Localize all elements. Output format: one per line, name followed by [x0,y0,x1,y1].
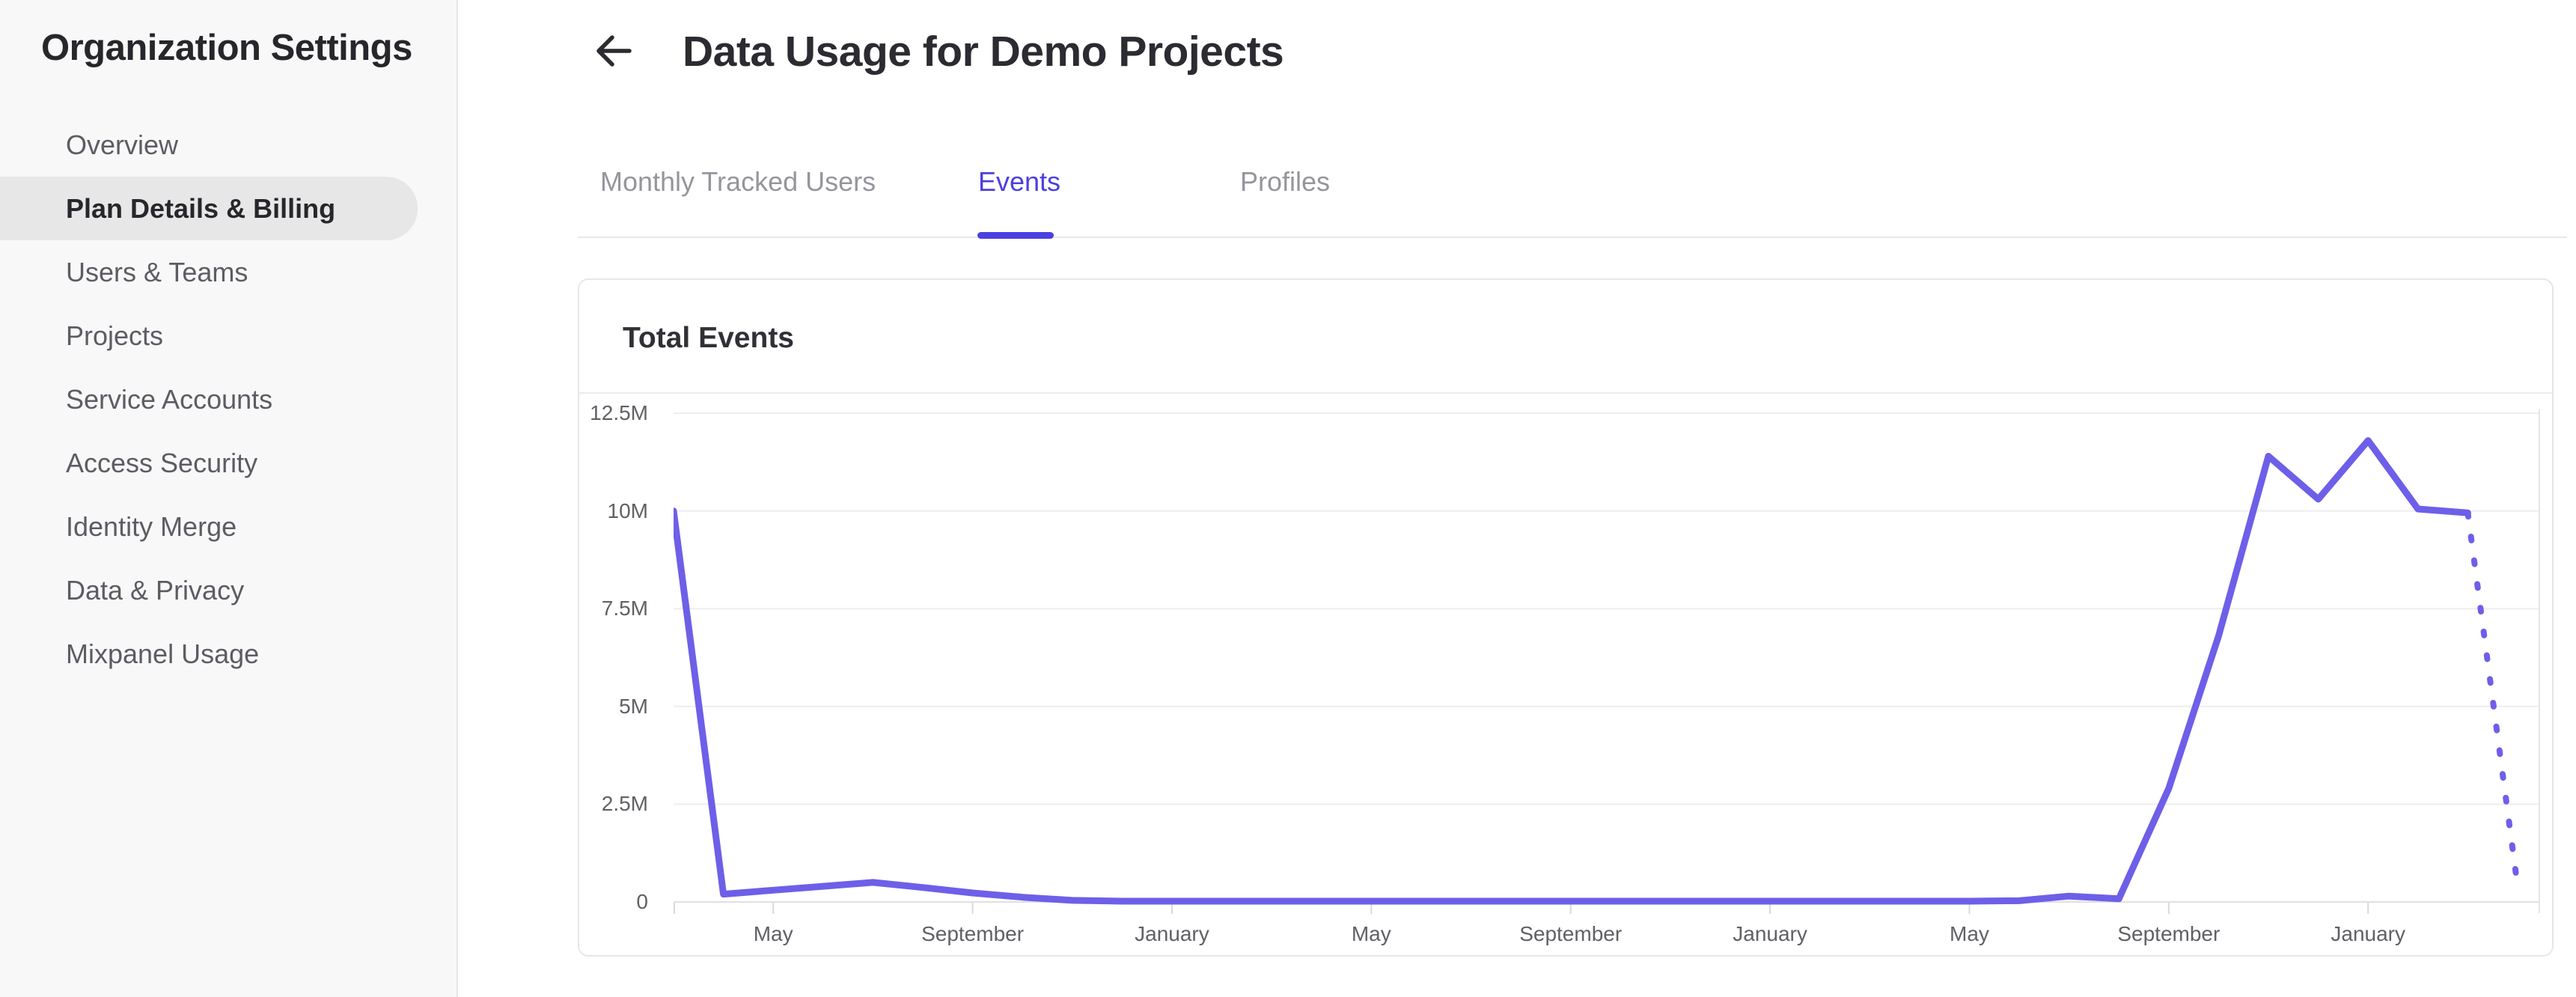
events-line-series [674,437,2471,905]
sidebar-item-overview[interactable]: Overview [66,129,179,160]
x-axis-tick-label: May [753,922,793,945]
sidebar-item-mixpanel-usage[interactable]: Mixpanel Usage [66,638,260,669]
chart-plot[interactable] [674,406,2540,922]
x-axis-tick-label: January [1135,922,1209,945]
events-line-projection [2464,510,2521,890]
sidebar-nav: Overview Plan Details & Billing Users & Te… [0,113,458,686]
sidebar-item-plan-details-billing[interactable]: Plan Details & Billing [0,177,418,240]
sidebar: Organization Settings Overview Plan Detai… [0,0,458,997]
sidebar-item-access-security[interactable]: Access Security [66,447,258,478]
back-arrow-icon [592,29,635,76]
sidebar-title: Organization Settings [41,28,412,68]
x-axis-tick-label: January [1733,922,1807,945]
sidebar-item-data-privacy[interactable]: Data & Privacy [66,574,245,606]
page-title: Data Usage for Demo Projects [683,28,1284,76]
y-axis-tick-label: 12.5M [590,401,648,424]
tab-events[interactable]: Events [978,166,1061,197]
tab-monthly-tracked-users[interactable]: Monthly Tracked Users [600,166,876,197]
active-tab-underline [977,232,1054,239]
x-axis-tick-label: September [921,922,1025,945]
x-axis-tick-label: January [2331,922,2406,945]
tab-profiles[interactable]: Profiles [1240,166,1331,197]
y-axis-tick-label: 2.5M [601,792,648,816]
y-axis-tick-label: 10M [607,498,648,522]
sidebar-item-service-accounts[interactable]: Service Accounts [66,383,273,415]
x-axis-tick-label: September [2117,922,2221,945]
x-axis-tick-label: May [1950,922,1989,945]
chart-title: Total Events [623,322,794,354]
back-button[interactable] [591,30,636,75]
y-axis-tick-label: 0 [636,890,648,913]
sidebar-item-identity-merge[interactable]: Identity Merge [66,510,237,542]
sidebar-item-users-teams[interactable]: Users & Teams [66,256,248,287]
card-divider [579,392,2552,394]
tab-bar-divider [578,237,2567,238]
y-axis-tick-label: 5M [619,694,648,718]
total-events-card: Total Events 12.5M 10M 7.5M 5M 2.5M 0 May Sept… [578,278,2554,957]
x-axis-tick-label: May [1351,922,1391,945]
sidebar-item-projects[interactable]: Projects [66,320,164,351]
x-axis-tick-label: September [1519,922,1623,945]
y-axis-tick-label: 7.5M [601,597,648,621]
